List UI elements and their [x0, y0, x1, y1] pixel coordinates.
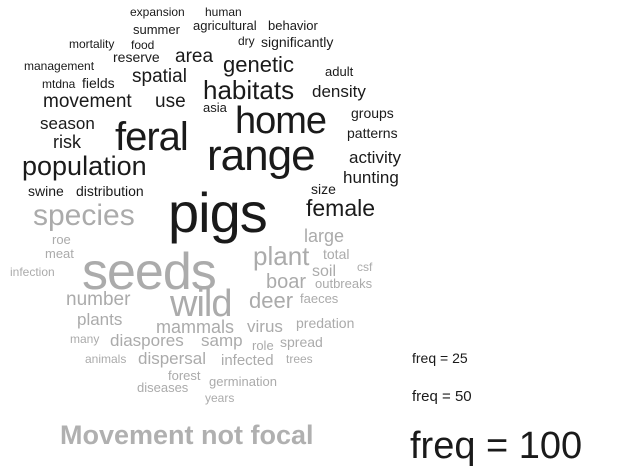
word: swine — [28, 183, 64, 199]
word: agricultural — [193, 18, 257, 33]
word: many — [70, 332, 99, 346]
word: mammals — [156, 317, 234, 337]
legend-entry: freq = 100 — [410, 425, 582, 467]
word: boar — [266, 271, 306, 293]
word: germination — [209, 374, 277, 389]
word: trees — [286, 352, 313, 366]
word: management — [24, 59, 95, 73]
word: reserve — [113, 49, 160, 65]
word: human — [205, 5, 242, 19]
word: season — [40, 114, 95, 133]
word: virus — [247, 317, 283, 336]
legend-entry: freq = 50 — [412, 388, 472, 405]
word: species — [33, 199, 135, 232]
word: patterns — [347, 125, 398, 141]
word: outbreaks — [315, 276, 373, 291]
word: deer — [249, 288, 293, 313]
word: dispersal — [138, 349, 206, 368]
word: pigs — [168, 181, 267, 244]
word: significantly — [261, 34, 333, 50]
word: density — [312, 82, 366, 101]
word: csf — [357, 260, 373, 274]
word: plants — [77, 310, 122, 329]
word: dry — [238, 34, 255, 48]
word: genetic — [223, 52, 294, 77]
word: mtdna — [42, 77, 76, 91]
word: risk — [53, 132, 82, 152]
word: hunting — [343, 168, 399, 187]
word: seeds — [82, 243, 216, 301]
word: distribution — [76, 183, 144, 199]
word: spread — [280, 334, 323, 350]
word: diaspores — [110, 331, 184, 350]
word: samp — [201, 331, 243, 350]
word: animals — [85, 352, 126, 366]
word: fields — [82, 75, 115, 91]
word: years — [205, 391, 234, 405]
group-label: Movement not focal — [60, 420, 314, 450]
word: plant — [253, 241, 310, 271]
word: infection — [10, 265, 55, 279]
word: female — [306, 195, 375, 221]
word: roe — [52, 232, 71, 247]
word: faeces — [300, 291, 339, 306]
word: wild — [169, 283, 231, 325]
word: area — [175, 46, 213, 67]
word: expansion — [130, 5, 185, 19]
word: asia — [203, 100, 228, 115]
word: large — [304, 226, 344, 246]
word: groups — [351, 105, 394, 121]
word: forest — [168, 368, 201, 383]
word: behavior — [268, 18, 319, 33]
word: movement — [43, 91, 132, 112]
word: size — [311, 181, 336, 197]
word: diseases — [137, 380, 189, 395]
word: use — [155, 91, 186, 112]
word: food — [131, 38, 154, 52]
word: summer — [133, 22, 181, 37]
word: meat — [45, 246, 74, 261]
word: total — [323, 246, 349, 262]
word: habitats — [203, 75, 294, 105]
word: infected — [221, 352, 274, 369]
word: population — [22, 151, 147, 181]
word: adult — [325, 64, 354, 79]
word: role — [252, 338, 274, 353]
word: spatial — [132, 66, 187, 87]
word: activity — [349, 148, 401, 167]
word: mortality — [69, 37, 114, 51]
word: home — [235, 100, 326, 142]
legend-entry: freq = 25 — [412, 350, 468, 366]
word: soil — [312, 263, 336, 280]
word: predation — [296, 315, 354, 331]
word: number — [66, 289, 131, 310]
word: range — [207, 131, 315, 180]
word: feral — [115, 115, 188, 159]
